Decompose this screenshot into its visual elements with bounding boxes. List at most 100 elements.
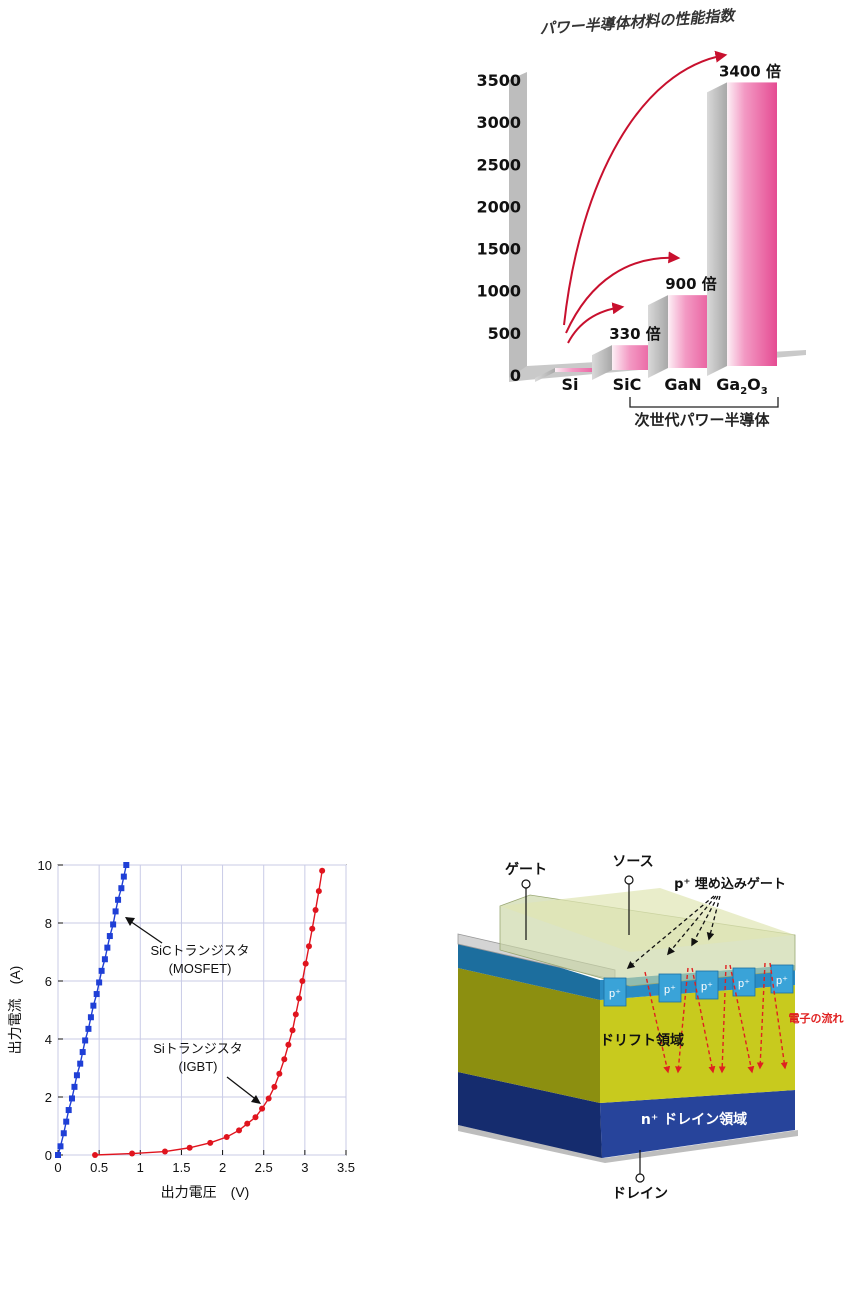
data-point-si [289,1027,296,1034]
x-tick-label: 0.5 [90,1160,108,1175]
y-tick-label: 10 [38,858,52,873]
data-point-sic [104,944,111,951]
growth-arrow-small [567,302,625,344]
data-point-sic [96,979,103,986]
bar-shadow-Si [535,368,555,382]
plot-frame [57,864,347,1156]
x-tick-label: 3.5 [337,1160,355,1175]
data-label-SiC: 330 倍 [609,325,661,343]
si-label-line1: Siトランジスタ [153,1041,243,1056]
sic-label-line2: (MOSFET) [169,961,232,976]
x-axis-label: 出力電圧 (V) [161,1184,250,1200]
y-axis-label: 出力電流 (A) [7,966,23,1055]
y-tick-label: 2 [45,1090,52,1105]
y-tick-label: 8 [45,916,52,931]
y-tick-label: 6 [45,974,52,989]
pgate-pointer-4 [706,895,721,941]
data-point-si [207,1139,214,1146]
y-tick-label: 2000 [476,197,521,216]
data-point-si [315,888,322,895]
data-point-sic [82,1037,89,1044]
category-label-Ga2O3: Ga2O3 [716,375,768,397]
data-point-sic [77,1060,84,1067]
x-tick-label: 2.5 [255,1160,273,1175]
pgate-pointer-1 [626,895,715,970]
electron-flow-arrow [644,971,671,1074]
electron-flow-label: 電子の流れ [789,1011,844,1025]
data-point-si [236,1127,243,1134]
data-point-sic [101,956,108,963]
data-point-si [285,1041,292,1048]
n-drain-region-front [600,1090,795,1158]
data-point-sic [73,1072,80,1079]
data-point-sic [79,1049,86,1056]
iv-line-chart: 0 0.5 1 1.5 2 2.5 3 3.5 0 2 4 6 8 10 出力電圧 (V) 出力電流 (A… [7,858,355,1200]
drain-terminal [635,1173,645,1183]
electron-flow-arrow [729,964,755,1074]
data-point-sic [123,862,130,868]
data-point-si [244,1120,251,1127]
y-tick-label: 2500 [476,155,521,174]
category-label-Si: Si [561,375,578,394]
x-tick-label: 1 [137,1160,144,1175]
data-label-Ga2O3: 3400 倍 [719,62,781,80]
data-point-sic [87,1014,94,1021]
drift-region-front [600,985,795,1103]
growth-arrow-large [563,50,728,326]
data-point-si [281,1056,288,1063]
x-tick-label: 3 [301,1160,308,1175]
bar-shadow-SiC [592,345,612,380]
category-label-SiC: SiC [613,375,642,394]
drift-region-side [458,968,600,1103]
data-point-si [292,1011,299,1018]
data-point-sic [115,896,122,903]
y-tick-label: 0 [510,366,521,385]
si-arrow-head [251,1095,261,1104]
data-point-sic [93,991,100,998]
electron-flow-arrow [756,962,766,1070]
y-tick-label: 4 [45,1032,52,1047]
performance-index-bar-chart: パワー半導体材料の性能指数 0 500 1000 1500 2000 2500 3000 35… [476,6,806,429]
si-arrow [226,1076,259,1102]
data-point-sic [57,1143,64,1150]
data-point-si [223,1134,230,1141]
electron-flow-arrow [769,962,788,1070]
data-point-si [271,1083,278,1090]
y-tick-label: 1000 [476,282,521,301]
data-point-sic [71,1083,78,1090]
electron-flow-arrow [718,964,727,1074]
bar-shadow-Ga2O3 [707,82,727,376]
y-tick-label: 500 [488,324,521,343]
p-buried-gate-label: p⁺ 埋め込みゲート [674,876,786,892]
data-point-si [186,1144,193,1151]
sic-label-line1: SiCトランジスタ [151,943,250,958]
data-point-sic [63,1118,70,1125]
source-terminal [624,875,634,885]
data-point-sic [85,1025,92,1032]
bar-Si [555,368,605,372]
y-axis-wall [509,72,527,378]
data-point-si [319,867,326,874]
y-tick-label: 3000 [476,113,521,132]
next-gen-bracket [629,397,779,408]
electron-flow-arrow [691,967,716,1074]
source-electrode-top [500,888,795,952]
y-tick-label: 3500 [476,71,521,90]
data-point-si [161,1148,168,1155]
gate-terminal [521,879,531,889]
bar-Ga2O3 [727,82,777,366]
n-drain-region-side [458,1072,602,1158]
p-plus-label: p⁺ [609,988,621,1000]
x-tick-label: 0 [54,1160,61,1175]
p-plus-block [658,973,682,1003]
p-plus-label: p⁺ [738,978,750,990]
pgate-pointer-3 [691,895,719,947]
p-plus-block [603,977,627,1007]
data-point-si [129,1150,136,1157]
source-label: ソース [612,854,653,870]
growth-arrow-mid [565,251,681,334]
data-point-sic [98,967,105,974]
p-plus-block [770,964,794,994]
data-point-si [276,1070,283,1077]
si-label-line2: (IGBT) [179,1059,218,1074]
